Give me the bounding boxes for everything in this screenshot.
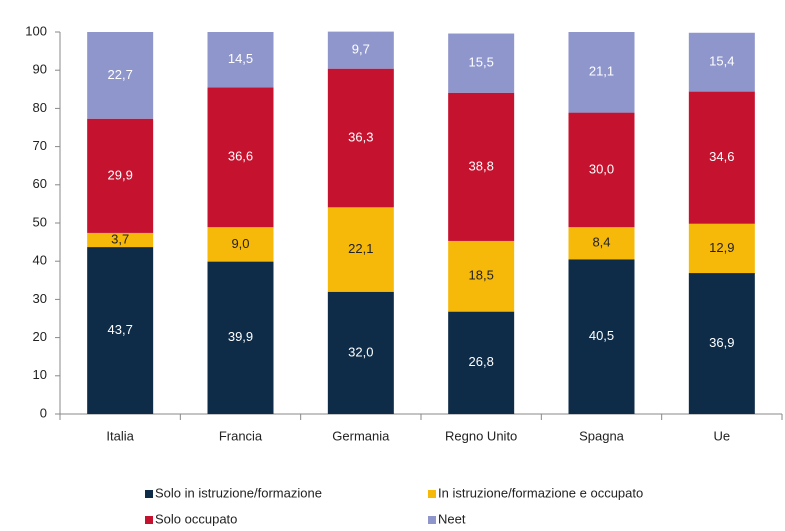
x-tick-label: Italia [106, 428, 134, 443]
bar-segment [448, 92, 515, 241]
bar-segment [87, 32, 154, 119]
legend-swatch [145, 516, 153, 524]
value-label: 15,4 [709, 54, 734, 69]
value-label: 34,6 [709, 149, 734, 164]
y-tick-label: 0 [40, 405, 47, 420]
value-label: 36,3 [348, 129, 373, 144]
legend-label: Neet [438, 511, 466, 526]
y-tick-label: 60 [33, 176, 47, 191]
bar-segment [207, 261, 274, 414]
bar-segment [688, 223, 755, 274]
value-label: 8,4 [592, 235, 610, 250]
value-label: 22,7 [108, 67, 133, 82]
bar-segment [327, 31, 394, 69]
value-label: 21,1 [589, 64, 614, 79]
bar-segment [448, 33, 515, 93]
legend-swatch [428, 490, 436, 498]
bar-segment [87, 232, 154, 248]
value-label: 9,0 [231, 236, 249, 251]
bar-segment [568, 259, 635, 414]
bar-segment [448, 240, 515, 312]
bar-segment [327, 68, 394, 208]
y-tick-label: 90 [33, 62, 47, 77]
bar-segment [87, 118, 154, 233]
bar-segment [87, 247, 154, 414]
bar-segment [448, 311, 515, 414]
y-tick-label: 80 [33, 100, 47, 115]
bar-segment [327, 291, 394, 414]
value-label: 29,9 [108, 167, 133, 182]
bar-segment [207, 87, 274, 228]
value-label: 12,9 [709, 240, 734, 255]
value-label: 18,5 [469, 268, 494, 283]
x-tick-label: Germania [332, 428, 390, 443]
y-tick-label: 50 [33, 214, 47, 229]
value-label: 26,8 [469, 354, 494, 369]
value-label: 15,5 [469, 55, 494, 70]
y-tick-label: 10 [33, 367, 47, 382]
value-label: 22,1 [348, 241, 373, 256]
value-label: 14,5 [228, 51, 253, 66]
legend-swatch [428, 516, 436, 524]
legend-label: In istruzione/formazione e occupato [438, 485, 643, 500]
x-tick-label: Regno Unito [445, 428, 517, 443]
value-label: 40,5 [589, 328, 614, 343]
legend-swatch [145, 490, 153, 498]
bar-segment [568, 112, 635, 228]
y-tick-label: 30 [33, 291, 47, 306]
x-tick-label: Francia [219, 428, 263, 443]
bar-segment [327, 207, 394, 292]
value-label: 3,7 [111, 231, 129, 246]
x-tick-label: Spagna [579, 428, 625, 443]
bar-segment [207, 32, 274, 88]
bar-segment [688, 91, 755, 224]
value-label: 39,9 [228, 329, 253, 344]
value-label: 9,7 [352, 42, 370, 57]
value-label: 36,9 [709, 335, 734, 350]
value-label: 36,6 [228, 149, 253, 164]
y-tick-label: 100 [25, 23, 47, 38]
bar-segment [568, 227, 635, 260]
y-tick-label: 40 [33, 253, 47, 268]
value-label: 38,8 [469, 158, 494, 173]
value-label: 43,7 [108, 322, 133, 337]
legend-label: Solo occupato [155, 511, 237, 526]
x-tick-label: Ue [714, 428, 731, 443]
bar-segment [568, 32, 635, 113]
legend-label: Solo in istruzione/formazione [155, 485, 322, 500]
bar-segment [207, 227, 274, 262]
y-tick-label: 70 [33, 138, 47, 153]
bar-segment [688, 32, 755, 92]
value-label: 30,0 [589, 161, 614, 176]
bar-segment [688, 273, 755, 414]
value-label: 32,0 [348, 344, 373, 359]
y-tick-label: 20 [33, 329, 47, 344]
